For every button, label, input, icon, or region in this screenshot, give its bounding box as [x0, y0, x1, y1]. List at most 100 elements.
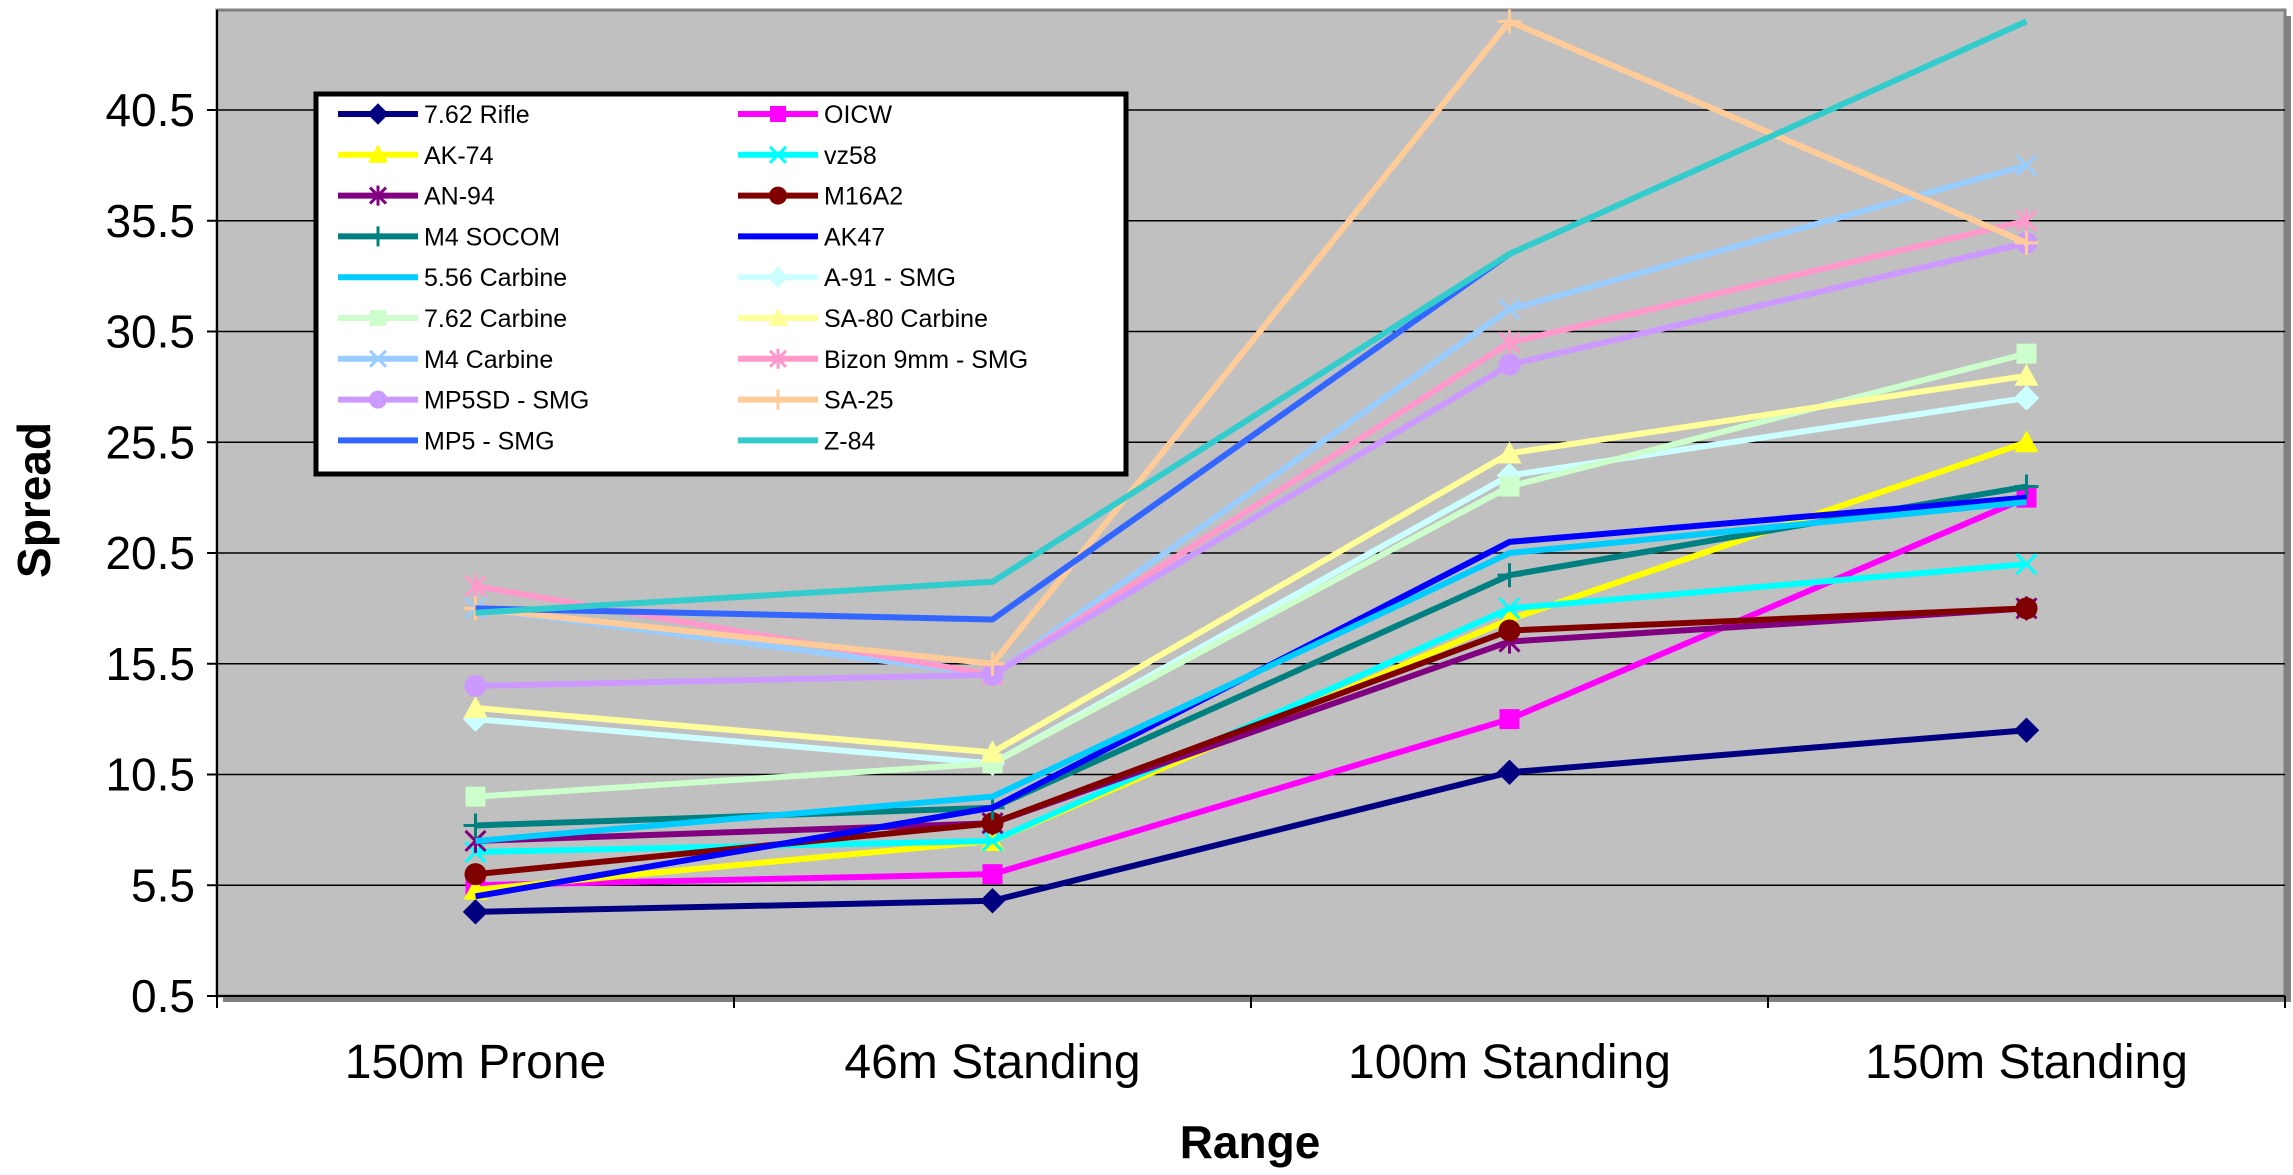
legend-marker-m4-socom [368, 226, 388, 247]
legend-marker-7-62-rifle [367, 103, 389, 125]
legend-label-sa-25: SA-25 [824, 387, 893, 415]
legend-item-7-62-rifle: 7.62 Rifle [338, 101, 530, 129]
data-point-m4-socom [2014, 474, 2039, 499]
y-axis-title: Spread [8, 422, 60, 578]
legend-item-m4-carbine: M4 Carbine [338, 346, 553, 374]
legend-marker-vz58 [768, 145, 788, 164]
x-tick-label-150m-prone: 150m Prone [345, 1036, 607, 1089]
data-point-7-62-carbine [1499, 476, 1520, 497]
series-line-z-84 [475, 18, 2028, 616]
data-point-bizon-9mm-smg [2015, 208, 2038, 233]
legend-marker-oicw [770, 106, 786, 122]
series-line-a-91-smg [475, 394, 2027, 767]
data-point-vz58 [2015, 553, 2038, 576]
series-7-62-carbine [465, 343, 2037, 807]
data-point-oicw [1499, 709, 1520, 730]
legend-item-a-91-smg: A-91 - SMG [738, 264, 956, 292]
data-point-a-91-smg [2013, 385, 2040, 411]
legend-item-mp5sd-smg: MP5SD - SMG [338, 387, 589, 415]
legend-marker-bizon-9mm-smg [768, 348, 788, 369]
legend-label-ak-74: AK-74 [424, 142, 494, 170]
series-line-sa-80-carbine [475, 372, 2027, 756]
legend-item-7-62-carbine: 7.62 Carbine [338, 305, 567, 333]
data-point-vz58 [981, 829, 1004, 853]
data-point-sa-25 [980, 651, 1005, 676]
data-point-m16a2 [1498, 619, 1521, 642]
y-tick-label: 30.5 [105, 306, 195, 358]
legend-item-m16a2: M16A2 [738, 183, 903, 211]
series-line-mp5-smg [475, 251, 1512, 623]
series-line-sa-25 [475, 18, 2028, 667]
series-mp5-smg [475, 251, 1512, 623]
series-7-62-rifle [462, 717, 2040, 925]
y-tick-label: 15.5 [105, 638, 195, 690]
x-tick-label-150m-standing: 150m Standing [1865, 1036, 2188, 1089]
series-sa-25 [463, 9, 2039, 676]
legend-marker-sa-25 [768, 389, 788, 410]
legend-label-5-56-carbine: 5.56 Carbine [424, 264, 567, 292]
data-point-m4-carbine [1498, 298, 1521, 321]
y-tick-label: 5.5 [131, 859, 195, 911]
series-line-7-62-rifle [475, 727, 2027, 915]
legend-marker-mp5sd-smg [369, 390, 387, 409]
series-line-mp5sd-smg [475, 239, 2028, 689]
data-point-7-62-rifle [979, 888, 1006, 914]
series-m16a2 [464, 597, 2038, 886]
y-tick-label: 10.5 [105, 749, 195, 801]
legend-label-mp5sd-smg: MP5SD - SMG [424, 387, 589, 415]
series-z-84 [475, 18, 2028, 616]
x-tick-label-46m-standing: 46m Standing [844, 1036, 1140, 1089]
data-point-m4-carbine [2015, 154, 2038, 177]
y-tick-label: 0.5 [131, 970, 195, 1022]
data-point-7-62-rifle [2013, 717, 2040, 743]
legend-label-mp5-smg: MP5 - SMG [424, 427, 555, 455]
x-axis-title: Range [1180, 1116, 1321, 1168]
data-point-7-62-rifle [1496, 759, 1523, 785]
legend-marker-ak-74 [368, 144, 388, 163]
legend-item-z-84: Z-84 [738, 427, 876, 455]
data-point-mp5sd-smg [464, 674, 487, 697]
legend-label-bizon-9mm-smg: Bizon 9mm - SMG [824, 346, 1028, 374]
legend-item-ak47: AK47 [738, 223, 885, 251]
data-point-oicw [982, 864, 1003, 885]
series-line-bizon-9mm-smg [474, 217, 2028, 678]
data-point-sa-25 [1497, 9, 1522, 34]
y-tick-label: 40.5 [105, 84, 195, 136]
series-line-m16a2 [475, 605, 2027, 878]
legend-label-z-84: Z-84 [824, 427, 876, 455]
legend-label-ak47: AK47 [824, 223, 885, 251]
data-point-m4-socom [463, 813, 488, 838]
legend-item-m4-socom: M4 SOCOM [338, 223, 560, 251]
legend-label-sa-80-carbine: SA-80 Carbine [824, 305, 988, 333]
legend-item-5-56-carbine: 5.56 Carbine [338, 264, 567, 292]
data-point-sa-80-carbine [463, 696, 488, 719]
legend-marker-7-62-carbine [370, 310, 386, 326]
legend-label-7-62-carbine: 7.62 Carbine [424, 305, 567, 333]
legend-marker-m4-carbine [368, 349, 388, 368]
data-point-7-62-carbine [2016, 343, 2037, 364]
series-mp5sd-smg [464, 231, 2038, 697]
legend-label-7-62-rifle: 7.62 Rifle [424, 101, 530, 129]
y-tick-label: 25.5 [105, 416, 195, 468]
data-point-m4-socom [1497, 563, 1522, 588]
series-line-oicw [475, 494, 2028, 889]
data-point-vz58 [1498, 597, 1521, 620]
series-line-5-56-carbine [475, 499, 2027, 844]
data-point-sa-25 [2014, 230, 2039, 255]
data-point-m16a2 [2015, 597, 2038, 620]
data-point-sa-80-carbine [1497, 441, 1522, 464]
series-line-7-62-carbine [475, 350, 2028, 800]
legend-label-m16a2: M16A2 [824, 183, 903, 211]
legend-marker-sa-80-carbine [768, 308, 788, 326]
data-point-sa-80-carbine [980, 740, 1005, 763]
series-line-an-94 [475, 605, 2027, 844]
data-point-7-62-carbine [465, 786, 486, 807]
legend-item-ak-74: AK-74 [338, 142, 494, 170]
legend-marker-an-94 [368, 185, 388, 206]
data-point-7-62-rifle [462, 899, 489, 925]
legend-label-oicw: OICW [824, 101, 892, 129]
legend-item-sa-80-carbine: SA-80 Carbine [738, 305, 988, 333]
legend-item-an-94: AN-94 [338, 183, 495, 211]
